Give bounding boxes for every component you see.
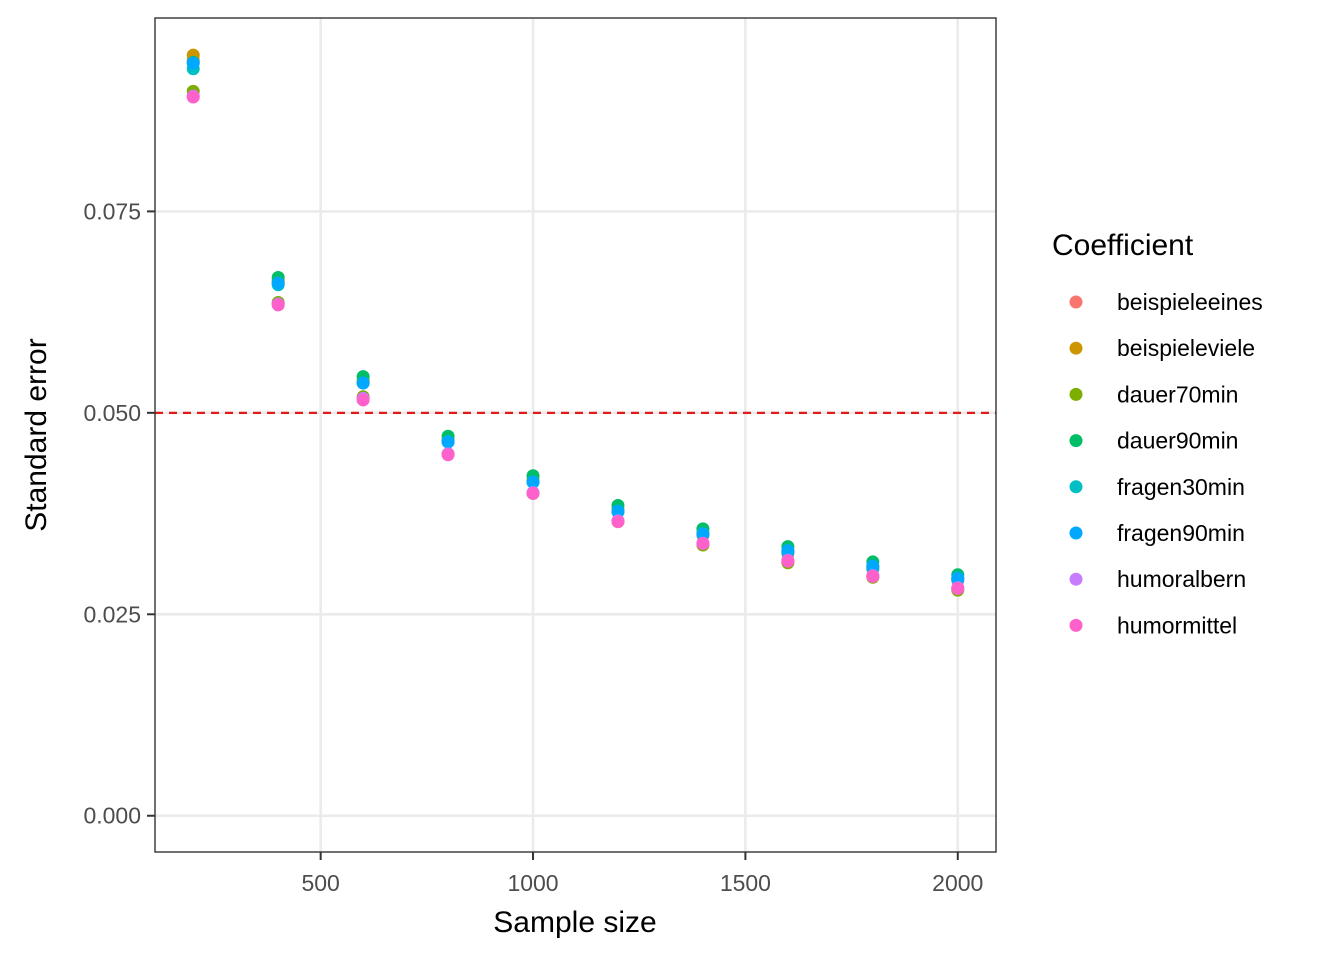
y-tick-label: 0.075 [83,198,141,224]
data-point-fragen90min [186,56,200,70]
y-tick-label: 0.025 [83,601,141,627]
legend-label-fragen90min: fragen90min [1117,520,1245,546]
x-tick-label: 2000 [932,870,983,896]
data-point-humormittel [781,554,795,568]
x-axis: 500 1000 1500 2000 [301,852,983,896]
data-point-humormittel [271,298,285,312]
data-points [186,48,965,597]
data-point-fragen90min [781,544,795,558]
data-point-fragen90min [356,376,370,390]
legend-key-humormittel [1069,618,1083,632]
y-axis-title: Standard error [20,338,53,531]
legend-title: Coefficient [1052,229,1194,262]
plot-border [154,17,997,853]
legend-key-fragen90min [1069,526,1083,540]
y-tick-label: 0.000 [83,803,141,829]
legend-label-fragen30min: fragen30min [1117,474,1245,500]
plot-panel [155,18,996,852]
legend-label-beispieleeines: beispieleeines [1117,289,1263,315]
data-point-humormittel [186,90,200,104]
data-point-fragen90min [866,559,880,573]
legend: Coefficient beispieleeines beispieleviele… [1052,229,1263,638]
y-axis: 0.000 0.025 0.050 0.075 [83,198,155,829]
legend-key-humoralbern [1069,572,1083,586]
legend-key-beispieleviele [1069,341,1083,355]
x-axis-title: Sample size [493,906,656,939]
data-point-humormittel [611,515,625,529]
data-point-humormittel [356,393,370,407]
data-point-humormittel [696,536,710,550]
data-point-fragen90min [526,475,540,489]
data-point-fragen90min [611,504,625,518]
legend-label-beispieleviele: beispieleviele [1117,335,1255,361]
data-point-humormittel [526,486,540,500]
legend-label-humoralbern: humoralbern [1117,566,1246,592]
x-tick-label: 500 [301,870,339,896]
data-point-humormittel [951,582,965,596]
legend-key-fragen30min [1069,480,1083,494]
data-point-fragen90min [271,276,285,290]
x-tick-label: 1000 [507,870,558,896]
data-point-fragen90min [951,571,965,585]
x-tick-label: 1500 [720,870,771,896]
y-tick-label: 0.050 [83,400,141,426]
data-point-fragen90min [696,527,710,541]
legend-key-beispieleeines [1069,295,1083,309]
legend-key-dauer70min [1069,387,1083,401]
data-point-humormittel [441,448,455,462]
data-point-humormittel [866,569,880,583]
data-point-fragen90min [441,435,455,449]
legend-key-dauer90min [1069,434,1083,448]
legend-label-dauer70min: dauer70min [1117,381,1238,407]
legend-label-dauer90min: dauer90min [1117,428,1238,454]
legend-label-humormittel: humormittel [1117,612,1237,638]
